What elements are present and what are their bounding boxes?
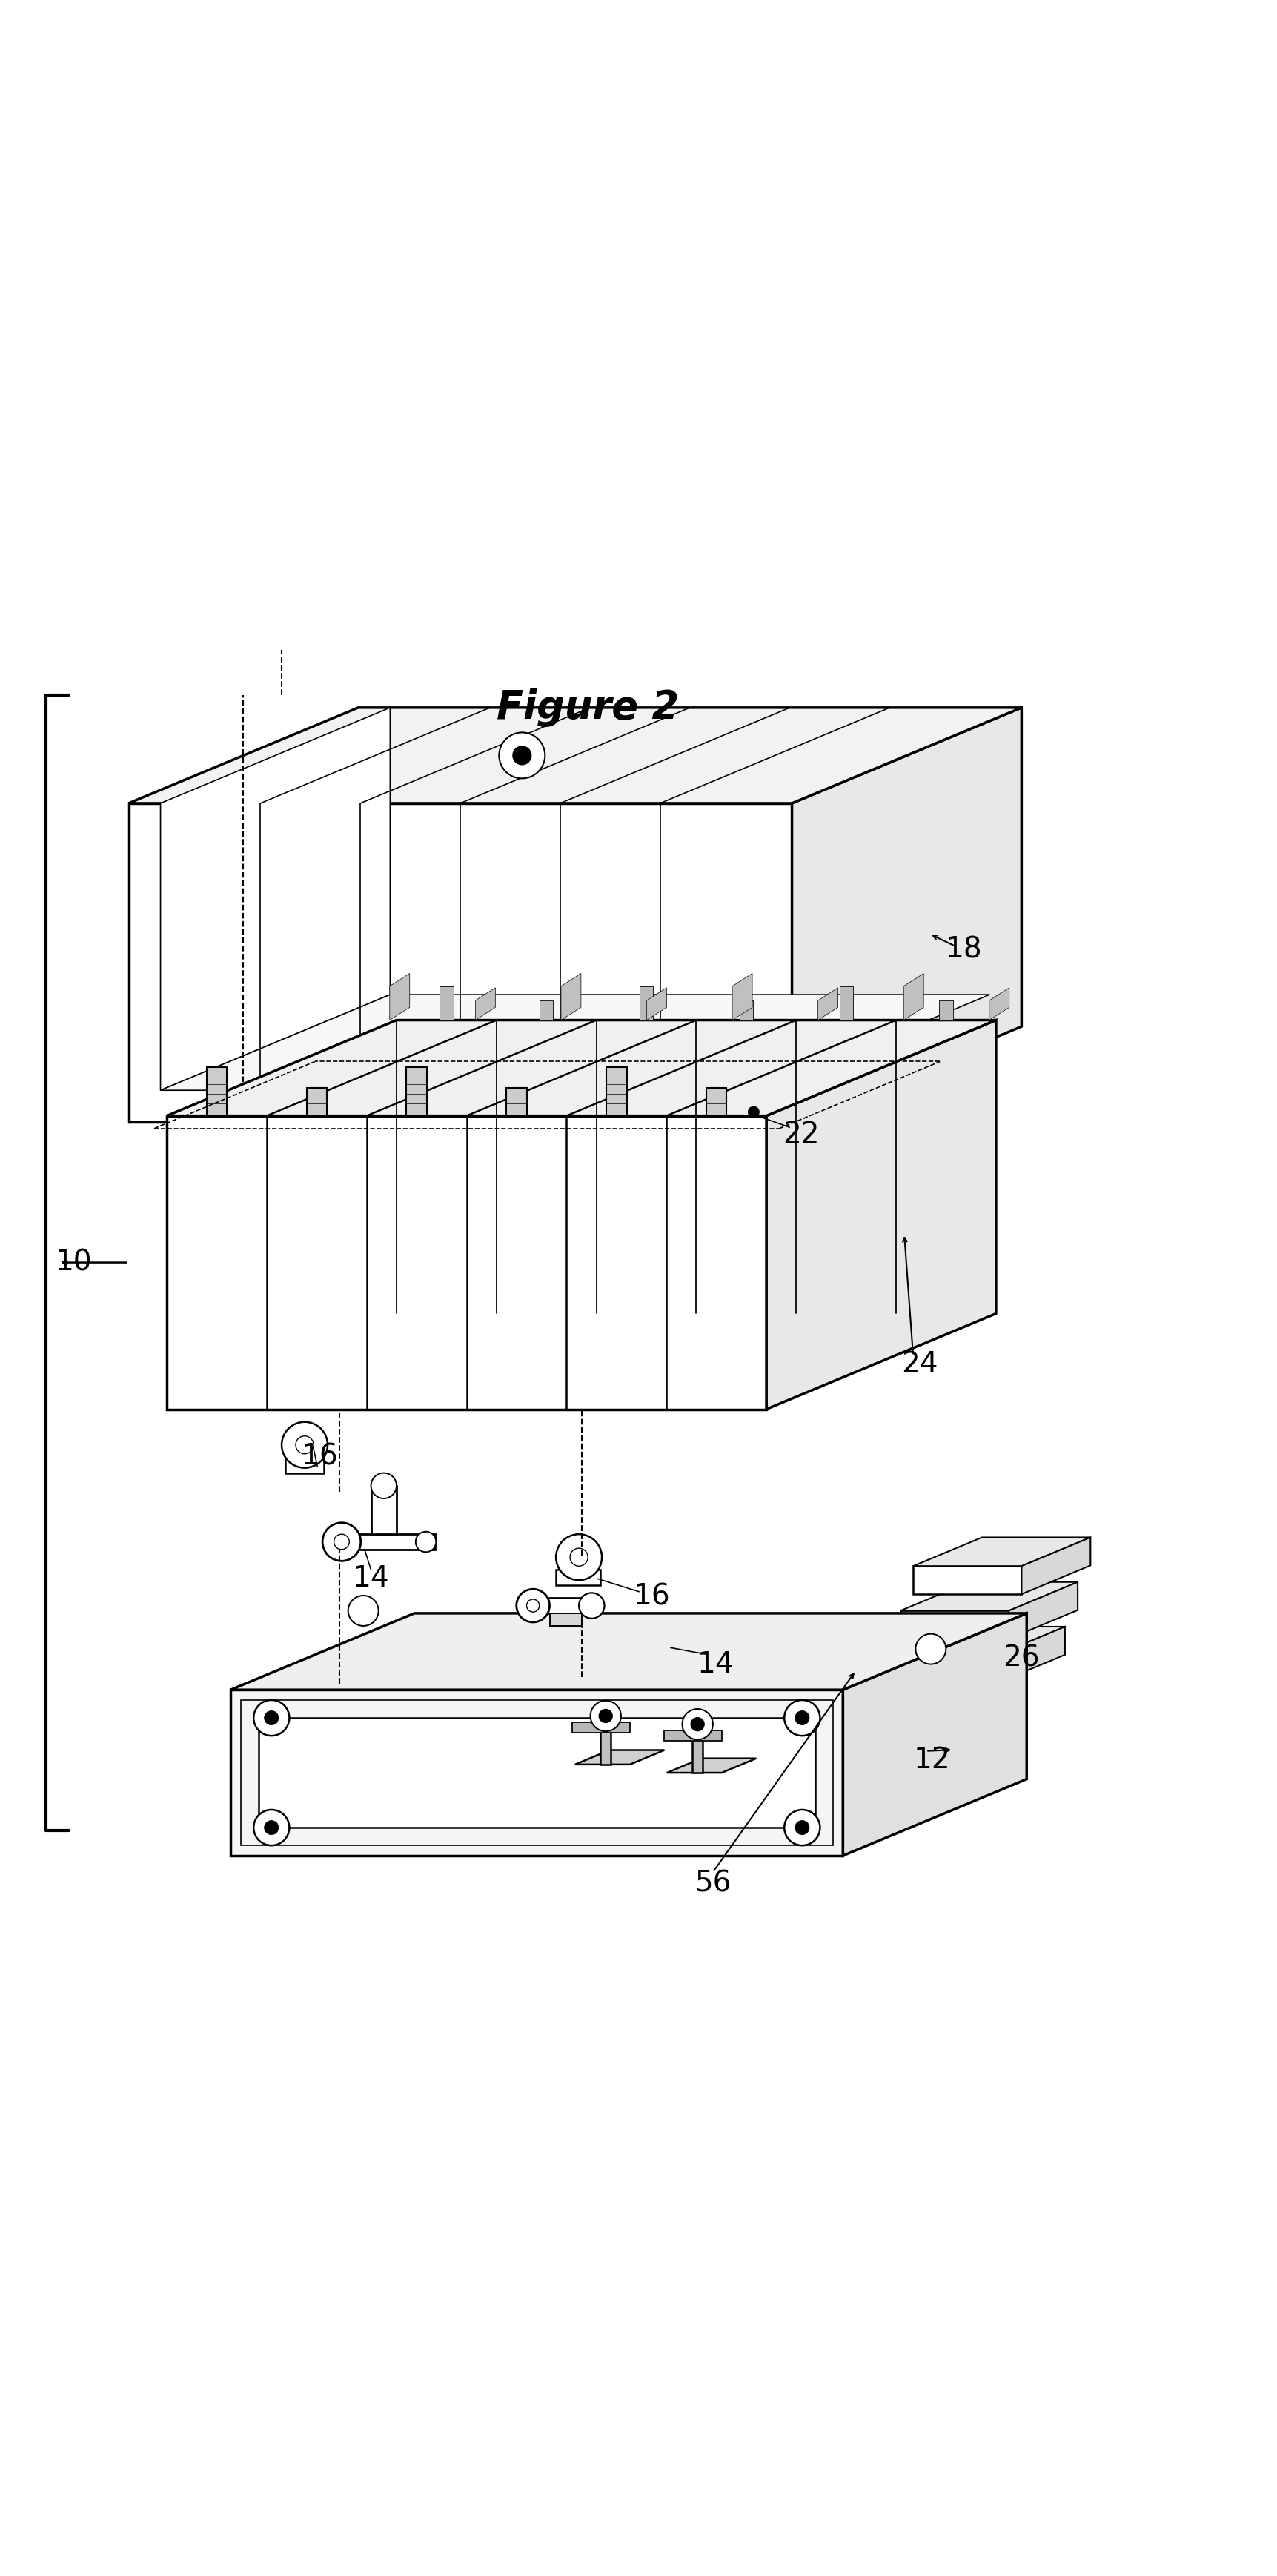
Circle shape — [590, 1700, 621, 1731]
Polygon shape — [258, 1718, 815, 1826]
Polygon shape — [766, 1020, 996, 1409]
Polygon shape — [706, 1087, 727, 1115]
Text: 24: 24 — [900, 1350, 937, 1378]
Polygon shape — [900, 1582, 1077, 1610]
Polygon shape — [539, 999, 553, 1020]
Polygon shape — [475, 987, 495, 1020]
Text: 14: 14 — [352, 1564, 389, 1592]
Text: 10: 10 — [55, 1249, 92, 1278]
Circle shape — [370, 1473, 396, 1499]
Polygon shape — [506, 1087, 526, 1115]
Circle shape — [499, 732, 545, 778]
Circle shape — [253, 1700, 289, 1736]
Circle shape — [794, 1710, 808, 1726]
Polygon shape — [231, 1690, 843, 1855]
Polygon shape — [167, 1020, 996, 1115]
Polygon shape — [913, 1538, 1089, 1566]
Circle shape — [264, 1821, 278, 1834]
Circle shape — [599, 1710, 612, 1723]
Polygon shape — [888, 1625, 1064, 1656]
Polygon shape — [638, 987, 653, 1020]
Polygon shape — [600, 1721, 610, 1765]
Circle shape — [281, 1422, 327, 1468]
Polygon shape — [903, 974, 923, 1020]
Polygon shape — [167, 1115, 766, 1409]
Polygon shape — [549, 1613, 581, 1625]
Polygon shape — [572, 1723, 630, 1734]
Polygon shape — [555, 1569, 600, 1584]
Polygon shape — [439, 987, 453, 1020]
Polygon shape — [667, 1759, 756, 1772]
Circle shape — [794, 1821, 808, 1834]
Polygon shape — [664, 1731, 722, 1741]
Polygon shape — [129, 708, 1022, 804]
Circle shape — [691, 1718, 704, 1731]
Polygon shape — [692, 1728, 702, 1772]
Polygon shape — [389, 974, 410, 1020]
Polygon shape — [575, 1749, 664, 1765]
Polygon shape — [332, 1535, 434, 1551]
Polygon shape — [817, 987, 838, 1020]
Polygon shape — [406, 1066, 427, 1115]
Text: 26: 26 — [1002, 1643, 1039, 1672]
Circle shape — [748, 1108, 759, 1118]
Circle shape — [322, 1522, 360, 1561]
Text: 56: 56 — [695, 1870, 730, 1899]
Circle shape — [264, 1710, 278, 1726]
Polygon shape — [646, 987, 667, 1020]
Polygon shape — [792, 708, 1022, 1123]
Text: 14: 14 — [697, 1651, 733, 1680]
Text: 22: 22 — [782, 1121, 819, 1149]
Text: 16: 16 — [301, 1443, 338, 1471]
Polygon shape — [1009, 1582, 1077, 1638]
Circle shape — [253, 1811, 289, 1844]
Circle shape — [682, 1708, 713, 1739]
Polygon shape — [524, 1597, 600, 1613]
Polygon shape — [843, 1613, 1027, 1855]
Circle shape — [555, 1535, 601, 1579]
Polygon shape — [207, 1066, 227, 1115]
Text: 18: 18 — [945, 935, 982, 963]
Circle shape — [516, 1589, 549, 1623]
Polygon shape — [285, 1458, 323, 1473]
Circle shape — [415, 1533, 435, 1553]
Polygon shape — [888, 1656, 996, 1685]
Polygon shape — [900, 1610, 1009, 1638]
Polygon shape — [988, 987, 1009, 1020]
Text: 16: 16 — [633, 1582, 669, 1610]
Polygon shape — [161, 708, 389, 1090]
Polygon shape — [561, 974, 581, 1020]
Polygon shape — [161, 994, 990, 1090]
Polygon shape — [839, 987, 853, 1020]
Text: 12: 12 — [913, 1747, 950, 1775]
Polygon shape — [607, 1066, 627, 1115]
Circle shape — [513, 747, 531, 765]
Polygon shape — [370, 1486, 396, 1535]
Circle shape — [916, 1633, 945, 1664]
Circle shape — [578, 1592, 604, 1618]
Text: Figure 2: Figure 2 — [497, 688, 678, 726]
Polygon shape — [231, 1613, 1027, 1690]
Polygon shape — [939, 999, 953, 1020]
Polygon shape — [129, 804, 792, 1123]
Circle shape — [347, 1595, 378, 1625]
Polygon shape — [739, 999, 752, 1020]
Polygon shape — [996, 1625, 1064, 1685]
Polygon shape — [732, 974, 752, 1020]
Polygon shape — [306, 1087, 327, 1115]
Polygon shape — [1022, 1538, 1089, 1595]
Circle shape — [784, 1811, 820, 1844]
Polygon shape — [913, 1566, 1022, 1595]
Circle shape — [784, 1700, 820, 1736]
